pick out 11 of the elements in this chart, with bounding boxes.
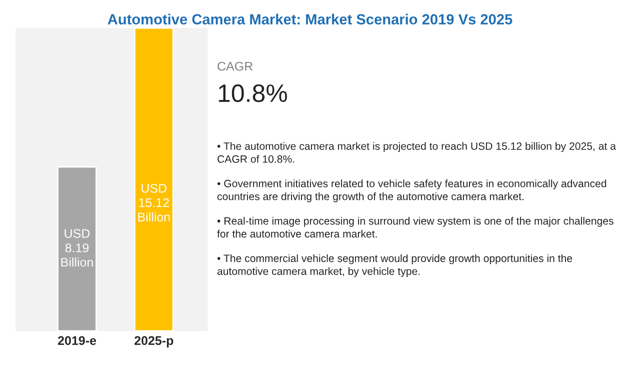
text: • The commercial vehicle segment would provide growth opportunities in the automotive camera market, by vehicle type. bbox=[217, 254, 572, 278]
text: Automotive Camera Market: Market Scenario 2019 Vs 2025 bbox=[108, 14, 512, 24]
text: • The automotive camera market is projected to reach USD 15.12 billion by 2025, at a CAGR of 10.8%. bbox=[217, 142, 616, 163]
x-tick-label: 2019-e bbox=[58, 336, 96, 346]
text: • Real-time image processing in surround view system is one of the major challenges for the automotive camera market. bbox=[217, 216, 614, 238]
data-label: USD 15.12 Billion bbox=[138, 184, 170, 222]
text: CAGR bbox=[218, 62, 253, 71]
data-label: USD 8.19 Billion bbox=[61, 229, 93, 267]
text: 10.8% bbox=[218, 84, 287, 102]
x-tick-label: 2025-p bbox=[134, 336, 174, 348]
text: • Government initiatives related to vehicle safety features in economically advanced countries are driving the growth of the automotive camera market. bbox=[217, 180, 606, 202]
